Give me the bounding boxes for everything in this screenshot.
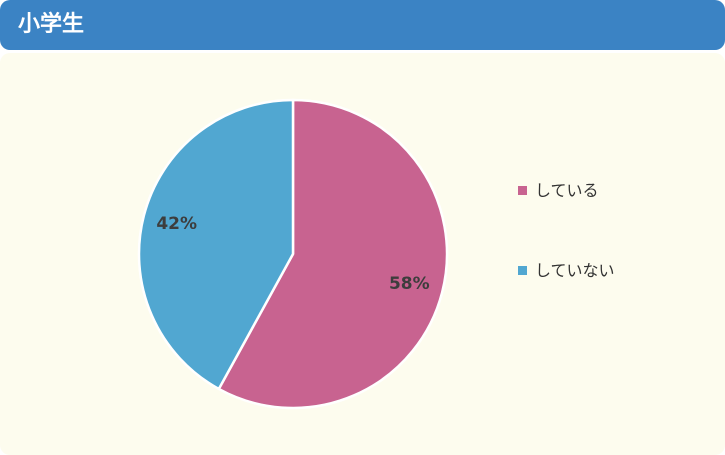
- pie-slices: [137, 98, 449, 410]
- pie-slice-shiteiru: [217, 98, 449, 410]
- legend-swatch-shiteiru: [518, 185, 527, 195]
- legend-item-shiteiru: している: [518, 178, 615, 200]
- legend-label-shiteinai: していない: [535, 261, 615, 280]
- chart-title: 小学生: [18, 12, 85, 37]
- pie-label-shiteinai: 42%: [156, 214, 197, 234]
- pie-label-shiteiru: 58%: [389, 274, 430, 294]
- legend-label-shiteiru: している: [535, 181, 599, 200]
- legend-swatch-shiteinai: [518, 265, 527, 275]
- pie-slice-shiteinai: [137, 98, 295, 391]
- chart-legend: している していない: [518, 178, 615, 338]
- chart-header: 小学生: [0, 0, 725, 50]
- pie-slice-labels: 58% 42%: [156, 214, 429, 294]
- legend-item-shiteinai: していない: [518, 258, 615, 280]
